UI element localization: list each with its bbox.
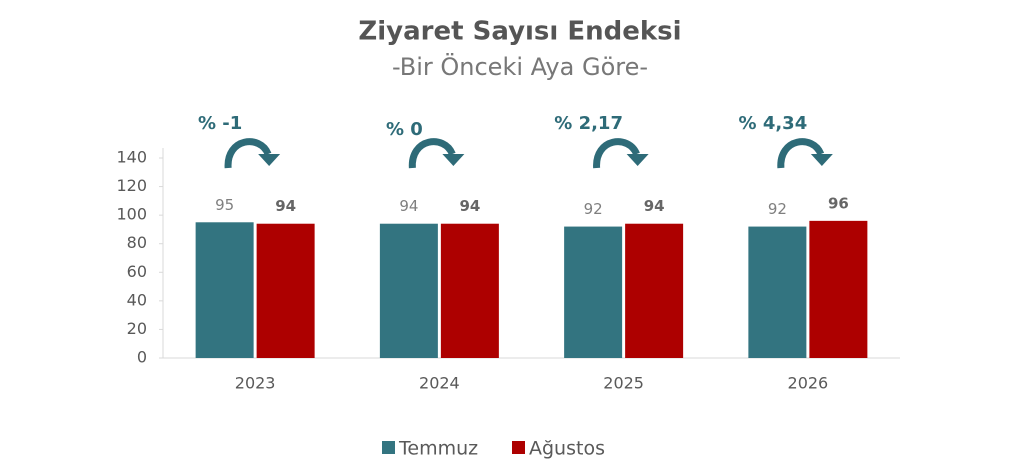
change-annotation: % 2,17: [554, 113, 623, 134]
legend-swatch: [512, 441, 525, 454]
y-tick-label: 60: [127, 262, 147, 281]
bar: [564, 226, 623, 358]
arrow-icon: [224, 138, 272, 169]
legend-label: Ağustos: [529, 438, 605, 460]
data-label: 94: [644, 197, 665, 215]
x-tick-label: 2025: [603, 374, 644, 393]
data-label: 96: [828, 194, 849, 212]
y-tick-label: 80: [127, 233, 147, 252]
data-label: 92: [584, 200, 603, 218]
arrow-icon: [777, 138, 825, 169]
arrow-icon: [593, 138, 640, 169]
data-label: 92: [768, 200, 787, 218]
y-tick-label: 40: [127, 290, 147, 309]
bar: [195, 222, 254, 358]
data-label: 94: [275, 197, 296, 215]
change-annotation: % -1: [198, 113, 242, 134]
change-annotation: % 4,34: [739, 113, 808, 134]
bar: [625, 223, 684, 358]
y-tick-label: 140: [116, 148, 147, 167]
chart-subtitle: -Bir Önceki Aya Göre-: [392, 52, 648, 81]
y-tick-label: 120: [116, 176, 147, 195]
y-tick-label: 0: [137, 348, 147, 367]
y-tick-label: 20: [127, 319, 147, 338]
data-label: 94: [459, 197, 480, 215]
legend-label: Temmuz: [398, 438, 478, 460]
bar: [256, 223, 315, 358]
bar: [379, 223, 438, 358]
arrow-head: [442, 154, 465, 166]
arrow-head: [626, 154, 649, 166]
y-tick-label: 100: [116, 205, 147, 224]
legend-swatch: [382, 441, 395, 454]
arrow-head: [810, 154, 833, 166]
bar: [440, 223, 499, 358]
arrow-icon: [408, 138, 456, 169]
x-tick-label: 2023: [235, 374, 276, 393]
data-label: 95: [215, 196, 234, 214]
bar: [809, 220, 868, 358]
x-tick-label: 2024: [419, 374, 460, 393]
bar: [748, 226, 807, 358]
arrow-head: [258, 154, 281, 166]
x-tick-label: 2026: [788, 374, 829, 393]
chart-title: Ziyaret Sayısı Endeksi: [358, 17, 681, 47]
data-label: 94: [399, 197, 418, 215]
change-annotation: % 0: [386, 119, 423, 140]
